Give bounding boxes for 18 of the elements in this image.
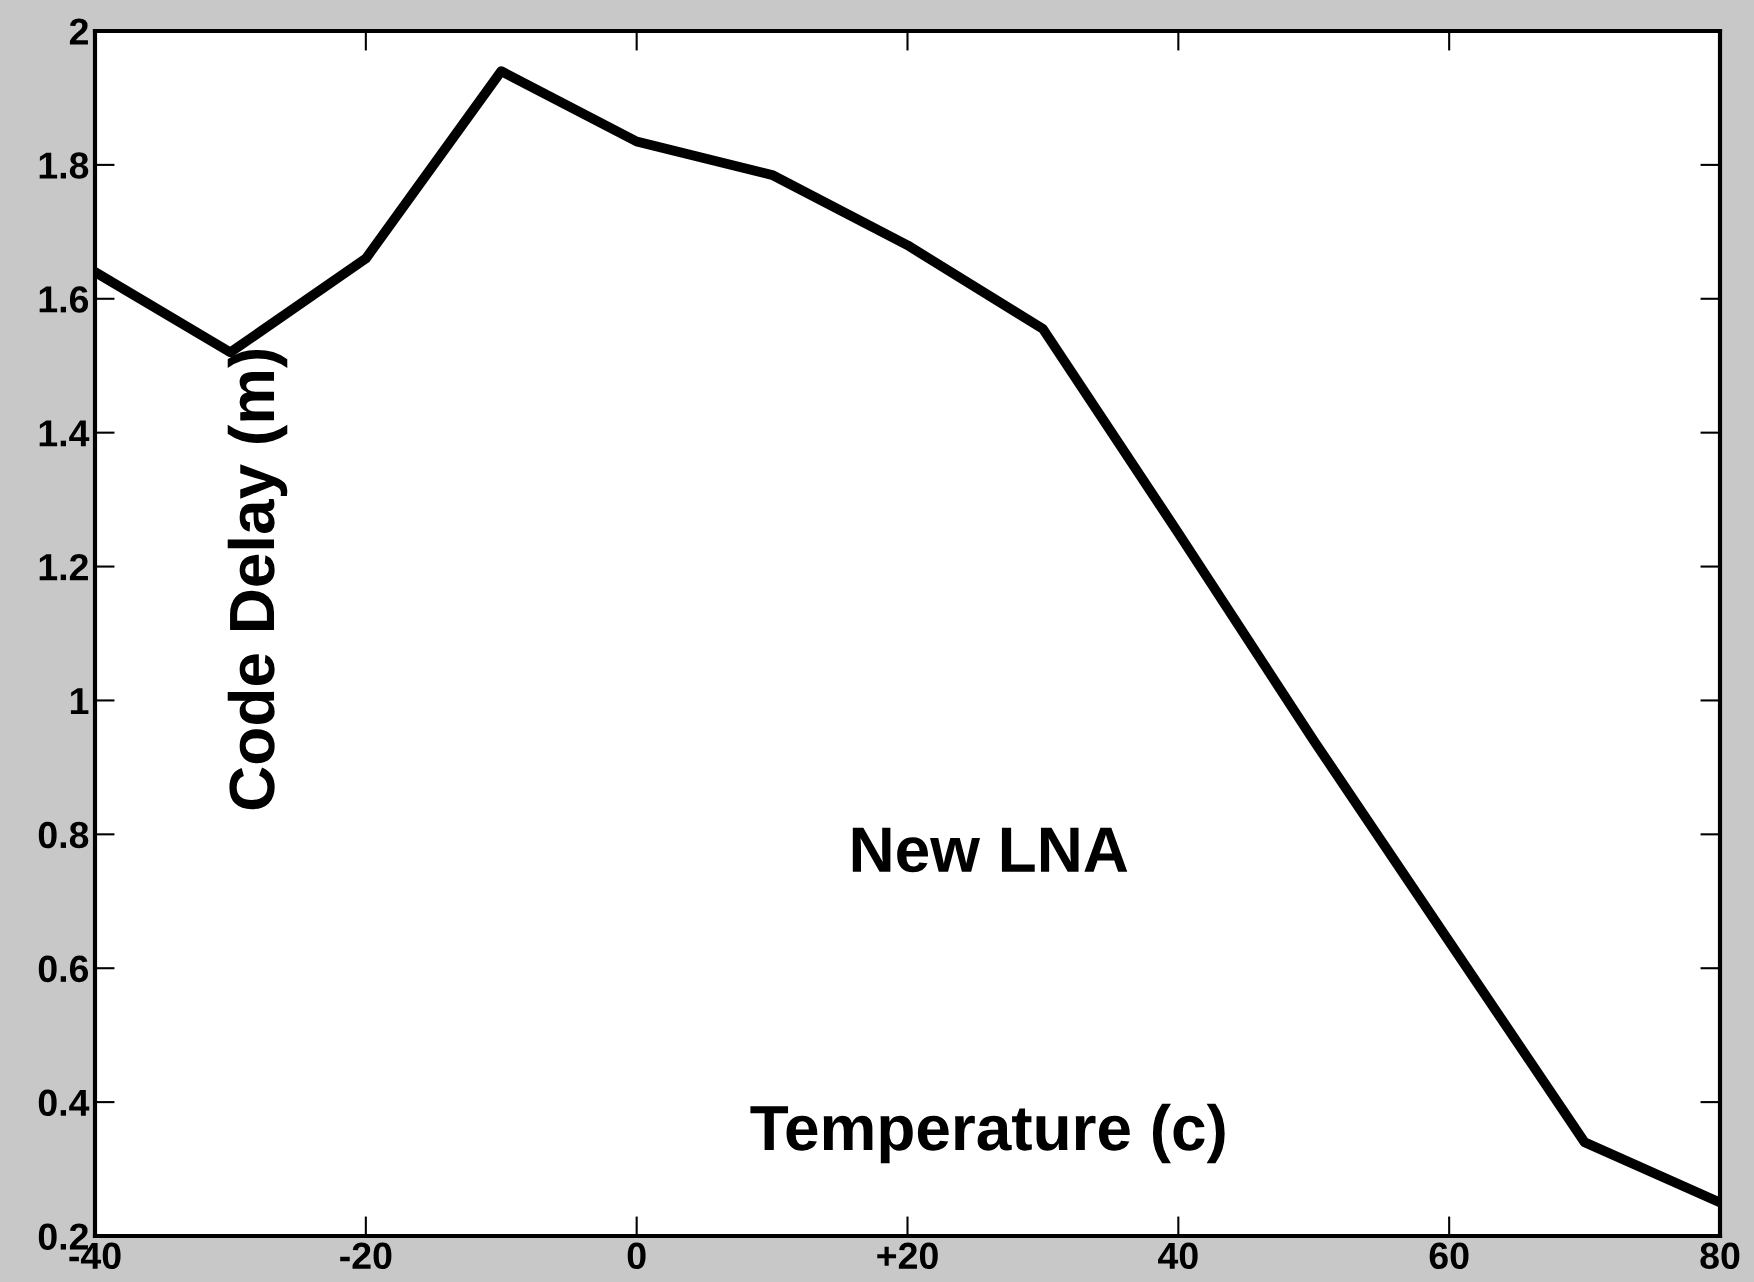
x-tick-label: +20 bbox=[877, 1242, 938, 1270]
x-tick-label: 40 bbox=[1158, 1242, 1198, 1270]
x-tick-label: 60 bbox=[1429, 1242, 1469, 1270]
x-axis-title: Temperature (c) bbox=[750, 1103, 1225, 1164]
y-tick-label: 2 bbox=[69, 18, 88, 45]
y-tick-label: 1.8 bbox=[39, 152, 89, 179]
y-tick-label: 1.2 bbox=[39, 553, 88, 581]
x-tick-label: 0 bbox=[627, 1242, 646, 1270]
y-axis-title: Code Delay (m) bbox=[227, 349, 288, 810]
y-tick-label: 1.6 bbox=[39, 286, 89, 313]
y-tick-label: 0.6 bbox=[38, 955, 89, 983]
y-tick-label: 1.4 bbox=[39, 420, 90, 447]
x-tick-label: 80 bbox=[1700, 1242, 1740, 1270]
y-tick-label: 0.4 bbox=[38, 1089, 90, 1117]
y-tick-label: 1 bbox=[70, 688, 89, 715]
y-tick-label: 0.8 bbox=[38, 821, 89, 849]
text: New LNA bbox=[852, 827, 1128, 873]
x-tick-label: -20 bbox=[340, 1242, 392, 1270]
